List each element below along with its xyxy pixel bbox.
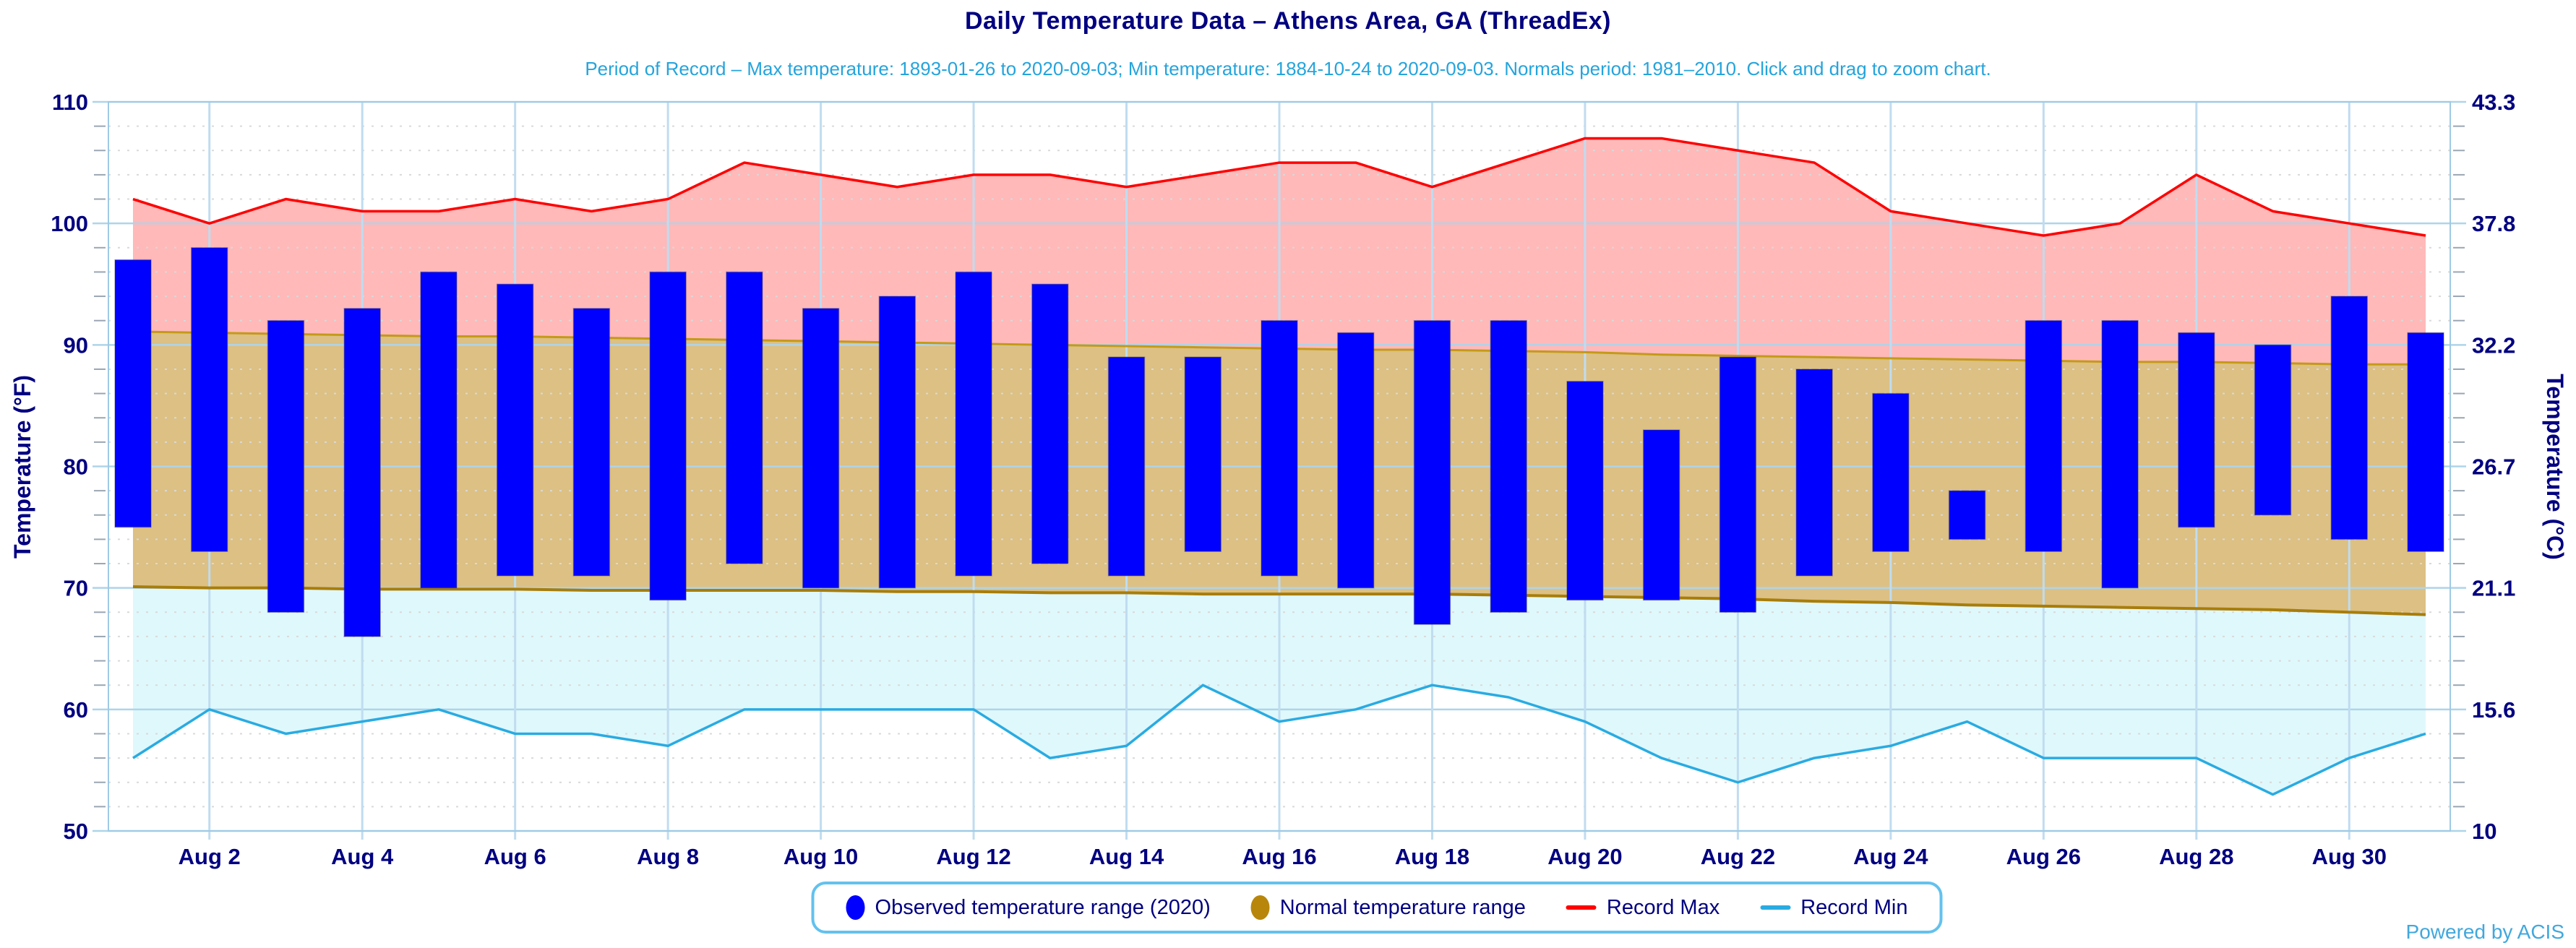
observed-bar-aug-23[interactable] — [1795, 369, 1833, 577]
right-axis-tick-37.8: 37.8 — [2472, 211, 2515, 236]
observed-bar-aug-20[interactable] — [1566, 381, 1604, 601]
x-axis-tick-aug-2: Aug 2 — [179, 844, 241, 869]
right-axis-tick-15.6: 15.6 — [2472, 697, 2515, 723]
legend-label: Normal temperature range — [1279, 895, 1526, 919]
observed-bar-aug-8[interactable] — [649, 271, 687, 601]
observed-bar-aug-31[interactable] — [2407, 332, 2444, 552]
observed-bar-aug-2[interactable] — [190, 247, 228, 552]
left-axis-title: Temperature (°F) — [9, 375, 35, 559]
observed-bar-aug-28[interactable] — [2178, 332, 2215, 528]
x-axis-tick-aug-16: Aug 16 — [1242, 844, 1316, 869]
observed-bar-aug-5[interactable] — [420, 271, 458, 589]
record-max-line — [132, 137, 2426, 237]
observed-bar-aug-19[interactable] — [1490, 319, 1527, 613]
observed-bar-aug-24[interactable] — [1872, 392, 1910, 552]
observed-bar-aug-11[interactable] — [878, 296, 916, 589]
legend-item-2[interactable]: Record Max — [1566, 896, 1720, 920]
legend-line-marker — [1566, 905, 1597, 910]
x-axis-tick-aug-26: Aug 26 — [2006, 844, 2081, 869]
observed-bar-aug-16[interactable] — [1261, 319, 1298, 577]
observed-bar-aug-7[interactable] — [572, 308, 611, 577]
legend-item-3[interactable]: Record Min — [1760, 896, 1907, 920]
observed-bar-aug-4[interactable] — [343, 308, 381, 637]
page-subtitle: Period of Record – Max temperature: 1893… — [585, 58, 1991, 79]
legend-label: Record Min — [1800, 895, 1908, 919]
x-axis-tick-aug-18: Aug 18 — [1395, 844, 1469, 869]
right-axis-tick-21.1: 21.1 — [2472, 576, 2515, 601]
x-axis-tick-aug-30: Aug 30 — [2312, 844, 2387, 869]
left-axis-tick-60: 60 — [64, 697, 88, 723]
observed-bar-aug-21[interactable] — [1642, 429, 1680, 601]
observed-bar-aug-3[interactable] — [267, 319, 305, 613]
right-axis-tick-26.7: 26.7 — [2472, 454, 2515, 480]
x-axis-tick-aug-14: Aug 14 — [1089, 844, 1164, 869]
observed-bar-aug-10[interactable] — [802, 308, 840, 589]
x-axis-tick-aug-24: Aug 24 — [1853, 844, 1928, 869]
right-axis-tick-43.3: 43.3 — [2472, 90, 2515, 115]
right-axis-title: Temperature (°C) — [2542, 374, 2568, 560]
x-axis-tick-aug-22: Aug 22 — [1701, 844, 1775, 869]
x-axis-tick-aug-8: Aug 8 — [637, 844, 699, 869]
observed-bar-aug-9[interactable] — [726, 271, 763, 564]
chart-legend: Observed temperature range (2020) Normal … — [811, 882, 1943, 934]
legend-line-marker — [1760, 905, 1791, 910]
observed-bar-aug-25[interactable] — [1948, 490, 1986, 540]
left-axis-tick-100: 100 — [51, 211, 88, 236]
observed-bar-aug-13[interactable] — [1031, 283, 1069, 564]
legend-ellipse-marker — [846, 895, 865, 920]
observed-bar-aug-22[interactable] — [1719, 356, 1757, 613]
left-axis-tick-90: 90 — [64, 332, 88, 358]
right-axis-tick-10: 10 — [2472, 819, 2496, 844]
observed-bar-aug-14[interactable] — [1107, 356, 1146, 577]
plot-border — [108, 101, 2451, 832]
observed-bar-aug-18[interactable] — [1413, 319, 1451, 625]
observed-bar-aug-30[interactable] — [2330, 296, 2369, 540]
normal-low-line — [132, 585, 2426, 616]
page-title: Daily Temperature Data – Athens Area, GA… — [964, 7, 1611, 35]
x-axis-tick-aug-12: Aug 12 — [936, 844, 1010, 869]
legend-label: Observed temperature range (2020) — [875, 895, 1211, 919]
legend-label: Record Max — [1606, 895, 1720, 919]
legend-item-0[interactable]: Observed temperature range (2020) — [846, 895, 1211, 920]
right-axis-tick-32.2: 32.2 — [2472, 332, 2515, 358]
record-min-line — [132, 684, 2426, 796]
legend-ellipse-marker — [1250, 895, 1270, 920]
left-axis-tick-70: 70 — [64, 576, 88, 601]
legend-item-1[interactable]: Normal temperature range — [1250, 895, 1526, 920]
left-axis-tick-110: 110 — [52, 90, 88, 115]
observed-bar-aug-29[interactable] — [2254, 344, 2292, 516]
observed-bar-aug-27[interactable] — [2101, 319, 2139, 589]
powered-by-acis-link[interactable]: Powered by ACIS — [2405, 921, 2564, 943]
observed-bar-aug-26[interactable] — [2025, 319, 2063, 552]
x-axis-tick-aug-6: Aug 6 — [484, 844, 546, 869]
x-axis-tick-aug-4: Aug 4 — [331, 844, 394, 869]
observed-bar-aug-6[interactable] — [496, 283, 534, 577]
left-axis-tick-80: 80 — [64, 454, 88, 480]
observed-bar-aug-17[interactable] — [1336, 332, 1375, 589]
left-axis-tick-50: 50 — [64, 819, 88, 844]
observed-bar-aug-1[interactable] — [114, 259, 152, 528]
x-axis-tick-aug-20: Aug 20 — [1547, 844, 1622, 869]
observed-bar-aug-12[interactable] — [955, 271, 992, 577]
observed-bar-aug-15[interactable] — [1184, 356, 1222, 552]
x-axis-tick-aug-10: Aug 10 — [783, 844, 858, 869]
x-axis-tick-aug-28: Aug 28 — [2159, 844, 2233, 869]
